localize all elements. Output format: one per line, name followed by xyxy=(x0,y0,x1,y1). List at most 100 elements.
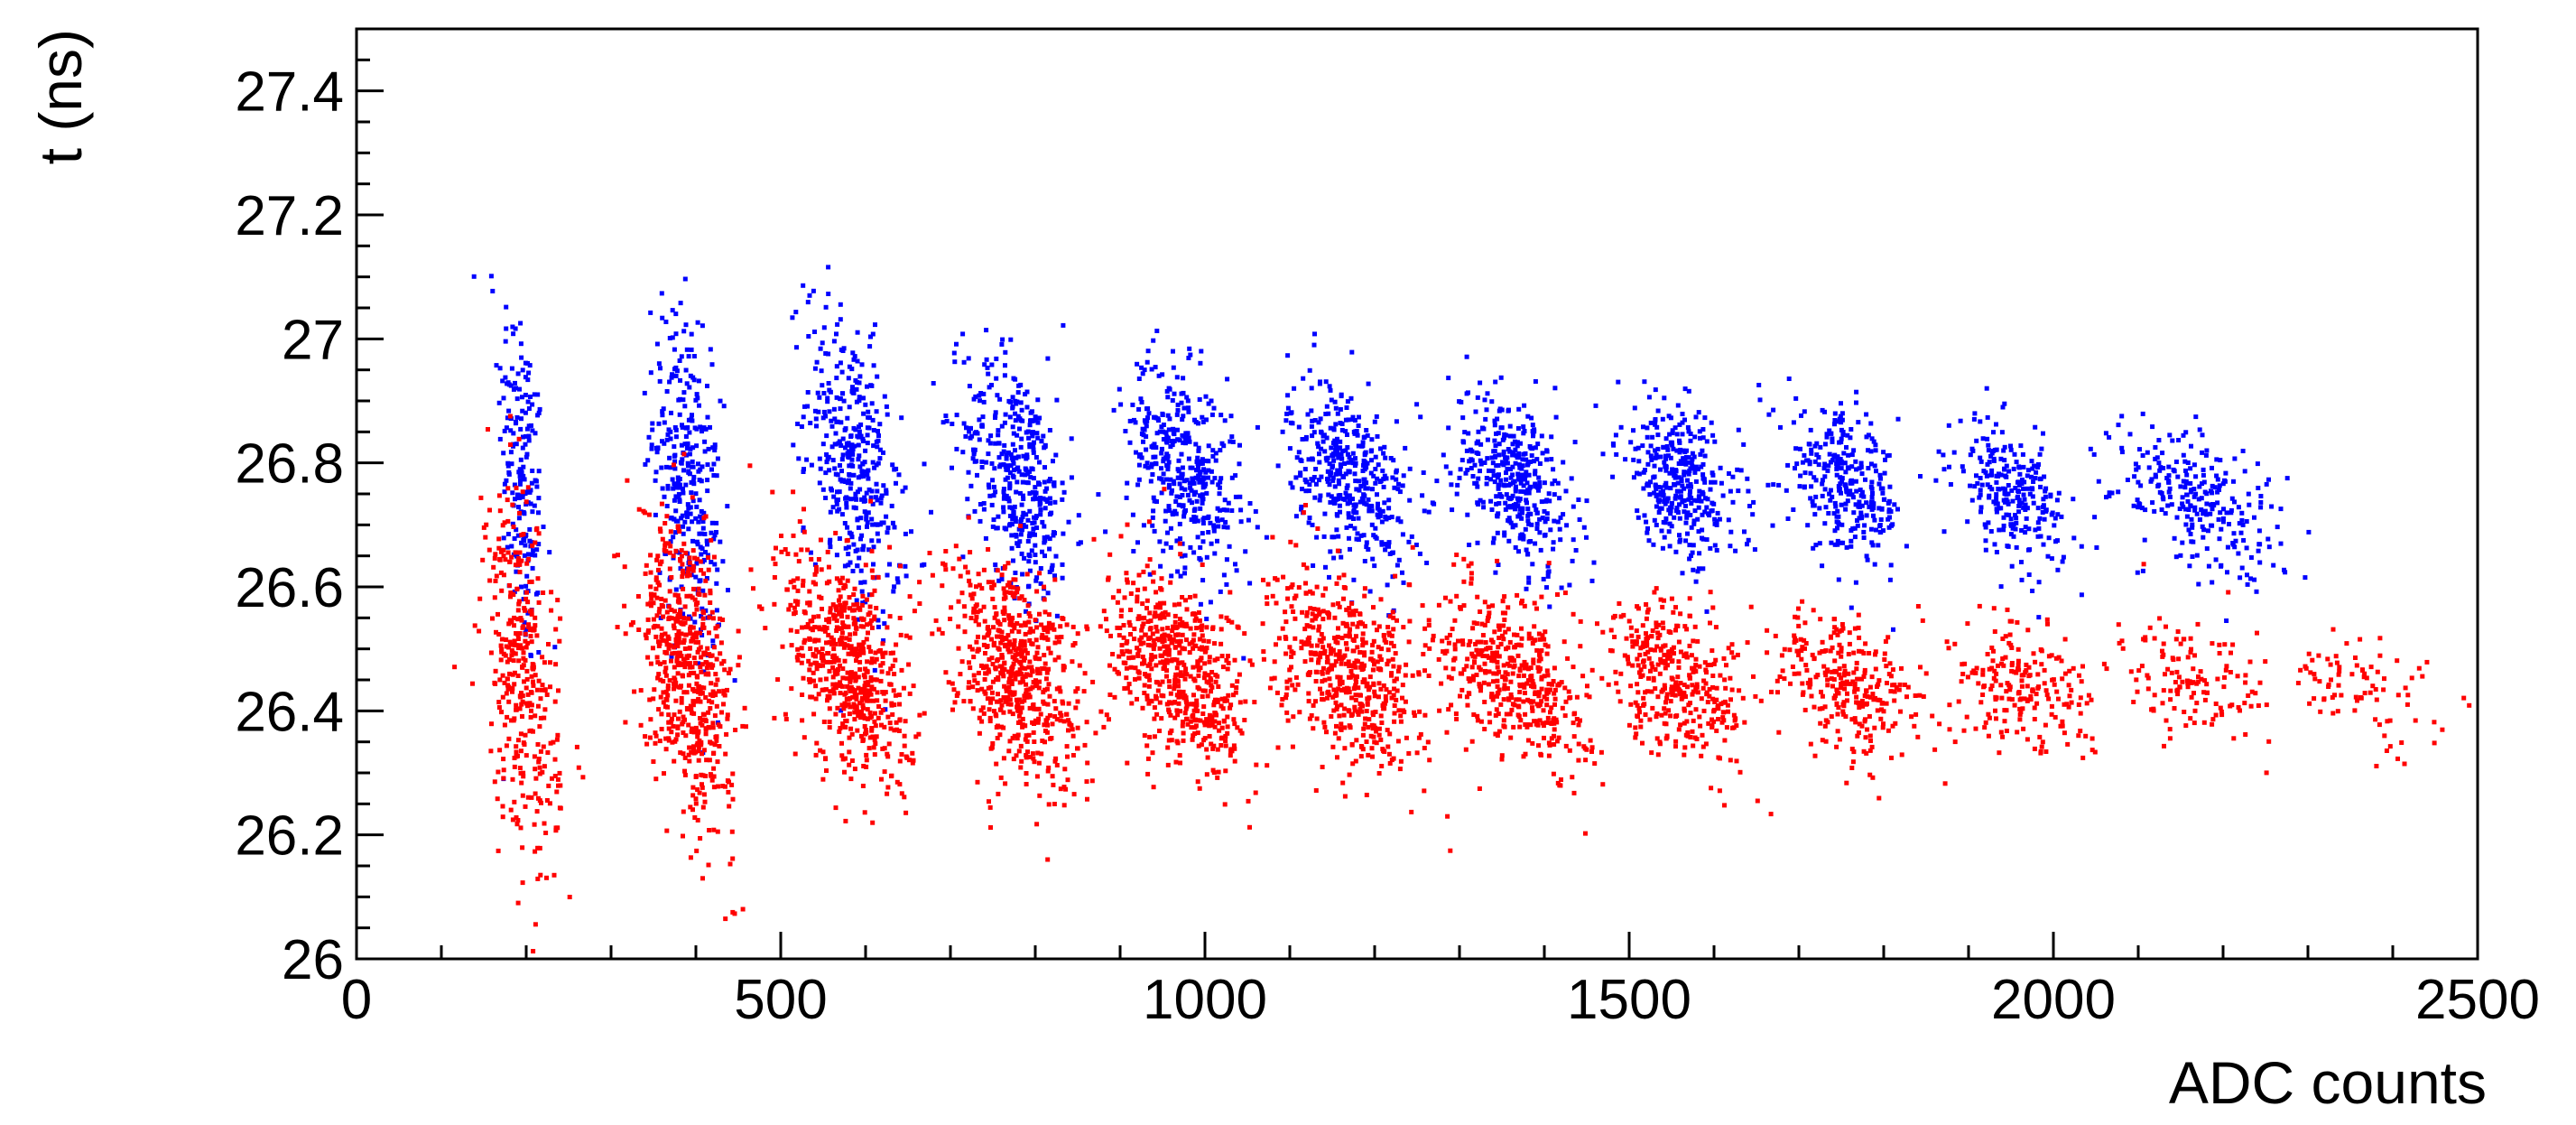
data-point xyxy=(1323,564,1328,570)
data-point xyxy=(538,715,543,721)
data-point xyxy=(882,394,887,399)
data-point xyxy=(1673,549,1679,554)
data-point xyxy=(524,454,529,460)
data-point xyxy=(971,396,977,402)
data-point xyxy=(1657,497,1663,503)
data-point xyxy=(1853,502,1858,507)
data-point xyxy=(1394,419,1399,424)
data-point xyxy=(856,457,861,462)
data-point xyxy=(860,600,866,606)
data-point xyxy=(680,562,685,567)
data-point xyxy=(903,531,908,536)
data-point xyxy=(842,703,848,709)
data-point xyxy=(1832,422,1837,427)
data-point xyxy=(1193,442,1199,447)
data-point xyxy=(1812,459,1818,464)
data-point xyxy=(1830,458,1835,463)
data-point xyxy=(1693,414,1699,420)
data-point xyxy=(512,764,517,769)
data-point xyxy=(821,391,827,395)
data-point xyxy=(830,612,836,618)
data-point xyxy=(848,670,854,675)
data-point xyxy=(567,895,572,899)
data-point xyxy=(823,470,829,476)
data-point xyxy=(684,593,690,599)
data-point xyxy=(2191,494,2197,499)
data-point xyxy=(907,691,913,696)
data-point xyxy=(699,552,704,557)
data-point xyxy=(865,384,869,389)
data-point xyxy=(870,417,876,423)
data-point xyxy=(1784,488,1789,493)
data-point xyxy=(1203,394,1209,399)
data-point xyxy=(522,742,527,747)
data-point xyxy=(2180,540,2185,545)
data-point xyxy=(1525,460,1531,466)
data-point xyxy=(1317,451,1321,457)
data-point xyxy=(694,674,700,679)
data-point xyxy=(885,530,890,535)
data-point xyxy=(817,456,822,461)
data-point xyxy=(1680,483,1685,488)
data-point xyxy=(1500,460,1506,465)
data-point xyxy=(2157,468,2163,473)
data-point xyxy=(1381,484,1386,489)
data-point xyxy=(791,442,796,448)
data-point xyxy=(851,505,857,510)
data-point xyxy=(536,650,542,655)
data-point xyxy=(984,357,989,362)
data-point xyxy=(2008,532,2014,537)
data-point xyxy=(1136,453,1142,459)
data-point xyxy=(508,807,514,813)
data-point xyxy=(1793,446,1799,451)
data-point xyxy=(2176,438,2182,442)
data-point xyxy=(1041,496,1046,501)
data-point xyxy=(1501,451,1506,457)
data-point xyxy=(1025,539,1031,544)
data-point xyxy=(2199,507,2204,512)
data-point xyxy=(539,800,543,805)
data-point xyxy=(842,563,848,569)
data-point xyxy=(863,666,868,672)
data-point xyxy=(1047,496,1052,501)
data-point xyxy=(1645,425,1650,431)
data-point xyxy=(1293,514,1299,519)
data-point xyxy=(1335,436,1339,442)
data-point xyxy=(681,329,687,334)
data-point xyxy=(1830,436,1835,442)
data-point xyxy=(521,770,526,776)
data-point xyxy=(1847,488,1852,494)
data-point xyxy=(2222,479,2228,484)
data-point xyxy=(1828,488,1833,493)
data-point xyxy=(1029,548,1034,553)
data-point xyxy=(987,441,993,446)
data-point xyxy=(1665,447,1671,452)
data-point xyxy=(2256,548,2261,553)
data-point xyxy=(1330,465,1335,470)
data-point xyxy=(966,470,971,475)
data-point xyxy=(1491,449,1496,454)
data-point xyxy=(1552,492,1557,497)
data-point xyxy=(1171,426,1176,432)
data-point xyxy=(524,685,529,691)
data-point xyxy=(523,732,528,738)
data-point xyxy=(673,311,679,317)
data-point xyxy=(541,744,546,749)
data-point xyxy=(534,484,540,489)
data-point xyxy=(648,570,653,575)
data-point xyxy=(1173,511,1179,516)
data-point xyxy=(801,525,806,530)
data-point xyxy=(2183,479,2189,484)
data-point xyxy=(486,547,492,553)
data-point xyxy=(861,650,866,655)
data-point xyxy=(2153,445,2158,450)
data-point xyxy=(1533,471,1538,477)
data-point xyxy=(1839,522,1845,527)
data-point xyxy=(1052,499,1058,505)
data-point xyxy=(1684,515,1690,520)
data-point xyxy=(1557,526,1562,532)
data-point xyxy=(2183,507,2188,512)
data-point xyxy=(831,406,837,412)
data-point xyxy=(1702,453,1708,459)
data-point xyxy=(2060,559,2065,564)
